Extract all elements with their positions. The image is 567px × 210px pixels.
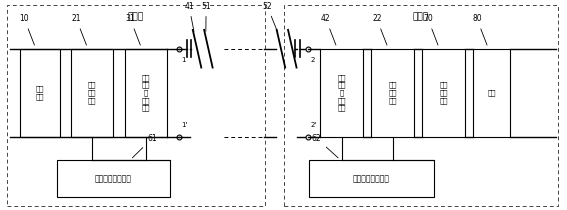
Bar <box>309 160 434 197</box>
Text: 1: 1 <box>181 57 186 63</box>
Bar <box>125 49 167 137</box>
Text: 发射端: 发射端 <box>128 12 144 21</box>
Text: 2: 2 <box>311 57 315 63</box>
Bar <box>473 49 510 137</box>
Bar <box>422 49 465 137</box>
Text: 微处理器控制模块: 微处理器控制模块 <box>353 174 390 183</box>
Text: 51: 51 <box>201 2 211 31</box>
Text: 定向
耦合
器
检测
电路: 定向 耦合 器 检测 电路 <box>337 74 346 111</box>
Text: 功率
阻配
电路: 功率 阻配 电路 <box>388 82 397 104</box>
Text: 52: 52 <box>263 2 277 31</box>
Text: 42: 42 <box>321 14 336 45</box>
Text: 62: 62 <box>312 134 338 158</box>
Bar <box>7 5 265 206</box>
Bar <box>71 49 113 137</box>
Text: 接收端: 接收端 <box>413 12 429 21</box>
Text: 21: 21 <box>71 14 86 45</box>
Text: 负载: 负载 <box>488 89 496 96</box>
Bar <box>320 49 363 137</box>
Text: 1': 1' <box>181 122 188 128</box>
Text: 2': 2' <box>311 122 317 128</box>
Bar <box>284 5 558 206</box>
Bar <box>57 160 170 197</box>
Text: 整流
转换
电路: 整流 转换 电路 <box>439 82 448 104</box>
Text: 70: 70 <box>423 14 438 45</box>
Text: 定向
耦合
器
检测
电路: 定向 耦合 器 检测 电路 <box>142 74 150 111</box>
Text: 31: 31 <box>125 14 140 45</box>
Text: 22: 22 <box>372 14 387 45</box>
Bar <box>20 49 60 137</box>
Text: 10: 10 <box>19 14 35 45</box>
Bar <box>371 49 414 137</box>
Text: 80: 80 <box>472 14 487 45</box>
Text: 41: 41 <box>184 2 194 31</box>
Text: 微处理器控制模块: 微处理器控制模块 <box>95 174 132 183</box>
Text: 功率
阻配
电路: 功率 阻配 电路 <box>88 82 96 104</box>
Text: 高频
电源: 高频 电源 <box>36 86 44 100</box>
Text: 61: 61 <box>132 134 157 158</box>
